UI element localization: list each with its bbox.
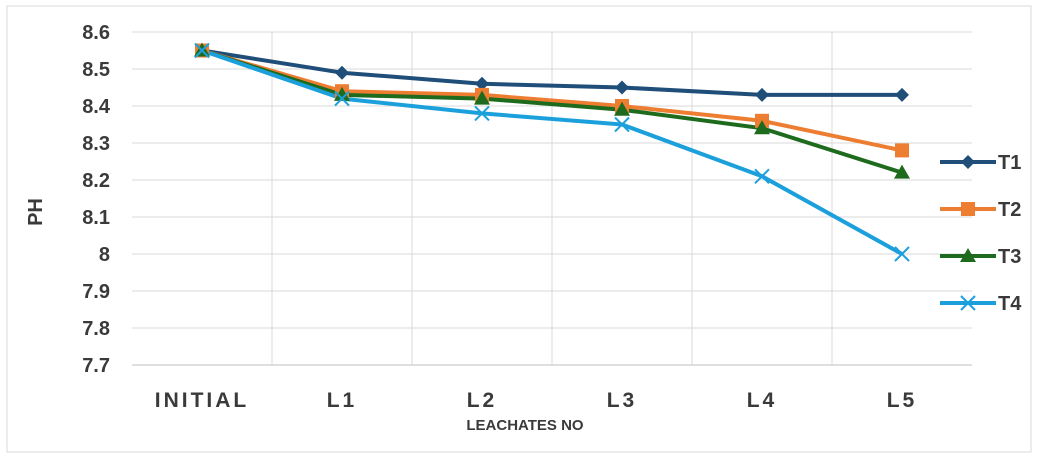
data-point-t1: [895, 87, 909, 102]
legend-marker-t1: [961, 155, 975, 169]
data-point-t3: [474, 90, 490, 105]
y-tick-label: 8.3: [82, 133, 110, 155]
data-point-t4: [194, 42, 210, 59]
legend-label-t3: T3: [998, 246, 1021, 268]
series-line-t4: [201, 48, 903, 256]
y-tick-label: 8.1: [82, 207, 110, 229]
data-point-t4: [334, 90, 350, 107]
legend-marker-t4: [960, 295, 976, 311]
x-tick-label: INITIAL: [155, 389, 250, 412]
y-tick-label: 7.9: [82, 281, 110, 303]
y-tick-label: 8: [99, 244, 110, 266]
x-tick-label: L2: [467, 389, 498, 412]
data-point-t4: [754, 168, 770, 185]
y-tick-label: 8.5: [82, 59, 110, 81]
y-tick-label: 7.8: [82, 318, 110, 340]
data-point-t4: [614, 116, 630, 133]
data-point-t3: [334, 86, 350, 101]
y-tick-label: 8.6: [82, 22, 110, 44]
y-axis-title: PH: [25, 198, 47, 226]
x-tick-label: L1: [327, 389, 358, 412]
series-markers: [194, 42, 910, 262]
series-line-t2: [201, 48, 903, 153]
data-point-t3: [754, 120, 770, 135]
series-line-t1: [201, 48, 902, 97]
legend-label-t2: T2: [998, 199, 1021, 221]
legend-label-t4: T4: [998, 293, 1022, 315]
legend-marker-t3: [960, 248, 976, 262]
series-line-t3: [201, 48, 903, 175]
legend-marker-t2: [961, 202, 975, 216]
y-tick-label: 7.7: [82, 355, 110, 377]
y-tick-labels: 7.7 7.8 7.9 8 8.1 8.2 8.3 8.4 8.5 8.6: [82, 22, 111, 377]
x-tick-label: L3: [607, 389, 638, 412]
y-tick-label: 8.2: [82, 170, 110, 192]
y-tick-label: 8.4: [82, 96, 111, 118]
data-point-t3: [894, 164, 910, 179]
legend-label-t1: T1: [998, 152, 1021, 174]
x-tick-label: L5: [887, 389, 918, 412]
series-lines: [201, 48, 903, 256]
data-point-t4: [474, 105, 490, 122]
data-point-t1: [475, 76, 489, 91]
x-tick-labels: INITIAL L1 L2 L3 L4 L5: [155, 389, 918, 412]
chart-border: [6, 5, 1032, 453]
data-point-t4: [894, 246, 910, 262]
x-axis-title: LEACHATES NO: [466, 417, 584, 434]
x-tick-label: L4: [747, 389, 778, 412]
data-point-t1: [755, 87, 769, 102]
legend: T1 T2 T3 T4: [940, 152, 1022, 315]
data-point-t3: [614, 101, 630, 116]
data-point-t2: [895, 143, 909, 158]
data-point-t1: [335, 65, 349, 80]
data-point-t1: [615, 80, 629, 95]
